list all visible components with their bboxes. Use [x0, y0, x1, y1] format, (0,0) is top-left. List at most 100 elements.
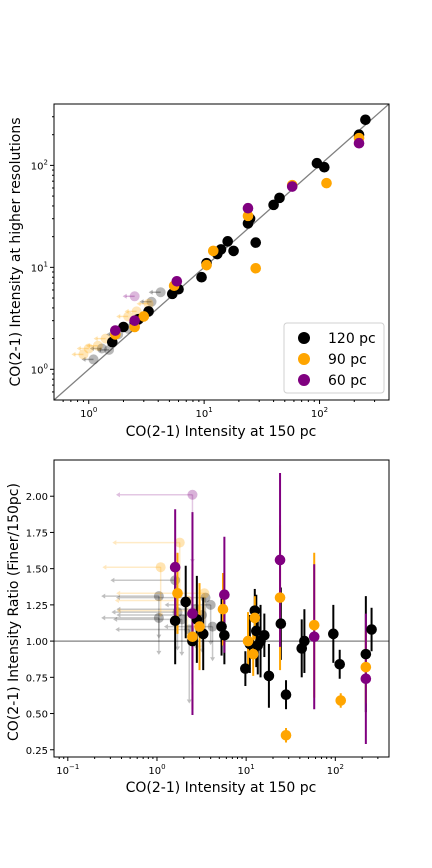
y-tick-label: 0.50	[26, 710, 48, 721]
limit-arrowhead-down	[158, 613, 164, 618]
ratio-point	[360, 661, 372, 673]
upper-limit-point	[143, 298, 154, 309]
limit-arrowhead-left	[116, 606, 121, 612]
limit-arrowhead-left	[115, 627, 120, 633]
x-tick-label: 100	[148, 763, 165, 777]
data-point	[201, 259, 212, 271]
upper-limit-point	[104, 344, 115, 355]
x-tick-label: 102	[327, 763, 344, 777]
ratio-point	[219, 589, 230, 601]
data-point	[228, 245, 239, 257]
top-plot-frame	[53, 103, 390, 401]
ratio-point	[335, 695, 347, 706]
limit-arrowhead-down	[175, 646, 181, 651]
ratio-point	[249, 605, 261, 616]
top-x-axis-label: CO(2-1) Intensity at 150 pc	[126, 424, 317, 440]
upper-limit-arrowhead	[71, 351, 76, 357]
upper-limit-arrowhead	[148, 289, 153, 295]
data-point	[118, 321, 129, 333]
data-point	[110, 325, 121, 336]
upper-limit-arrowhead	[139, 299, 144, 305]
ratio-point	[187, 631, 198, 643]
y-tick-label: 1.75	[26, 528, 48, 539]
upper-limit-arrowhead	[116, 313, 121, 319]
limit-arrowhead-left	[115, 595, 120, 601]
limit-point	[174, 537, 185, 548]
y-tick-label: 1.00	[26, 637, 48, 648]
ratio-point	[187, 608, 198, 619]
limit-point	[199, 588, 210, 599]
limit-arrowhead-left	[101, 593, 106, 599]
y-tick-label: 1.25	[26, 601, 48, 612]
data-point	[129, 315, 140, 326]
upper-limit-arrowhead	[76, 345, 81, 351]
ratio-point	[219, 630, 230, 641]
limit-arrowhead-left	[116, 608, 121, 614]
ratio-point	[274, 592, 286, 603]
x-tick-label: 100	[80, 406, 97, 420]
bottom-data-marks	[54, 473, 389, 744]
ratio-point	[366, 624, 377, 635]
data-point	[222, 236, 233, 247]
bottom-x-axis-label: CO(2-1) Intensity at 150 pc	[126, 780, 317, 796]
ratio-point	[172, 587, 183, 599]
ratio-point	[299, 635, 310, 647]
data-point	[171, 275, 183, 287]
bottom-plot-frame	[53, 459, 390, 758]
upper-limit-arrowhead	[106, 331, 111, 337]
limit-arrowhead-down	[156, 650, 162, 655]
limit-arrowhead-left	[114, 598, 119, 604]
legend-marker	[298, 353, 310, 365]
legend-label: 120 pc	[328, 331, 376, 347]
upper-limit-arrowhead	[122, 293, 127, 299]
data-point	[242, 202, 254, 214]
upper-limit-point	[83, 343, 94, 354]
ratio-point	[274, 554, 286, 566]
ratio-point	[360, 673, 372, 685]
limit-point	[155, 562, 166, 573]
ratio-point	[217, 603, 229, 615]
limit-arrowhead-down	[179, 651, 185, 656]
limit-arrowhead-left	[102, 564, 107, 570]
x-tick-label: 101	[196, 406, 213, 420]
ratio-point	[308, 619, 320, 631]
limit-arrowhead-left	[116, 590, 121, 596]
upper-limit-arrowhead	[81, 356, 86, 362]
ratio-point	[247, 648, 259, 660]
limit-arrowhead-left	[111, 609, 116, 615]
ratio-point	[308, 631, 320, 643]
limit-arrowhead-left	[163, 624, 168, 630]
bottom-axes: 10−1 100 101 102 0.25 0.50 0.75 1.00 1.25 1.50 1.7…	[26, 459, 390, 777]
limit-arrowhead-left	[112, 540, 117, 546]
upper-limit-arrowhead	[97, 347, 102, 353]
top-legend: 120 pc 90 pc 60 pc	[283, 322, 385, 394]
ratio-point	[240, 663, 251, 674]
data-point	[250, 262, 262, 274]
data-point	[138, 311, 150, 322]
data-point	[268, 199, 279, 211]
data-point	[196, 271, 207, 283]
top-plot-area	[54, 104, 389, 400]
y-tick-label: 0.25	[26, 746, 48, 757]
upper-limit-arrowhead	[89, 345, 94, 351]
upper-limit-point	[96, 343, 107, 354]
limit-point	[187, 489, 198, 500]
ratio-point	[249, 612, 261, 624]
ratio-point	[263, 670, 275, 682]
y-tick-label: 1.50	[26, 565, 48, 576]
limit-point	[207, 621, 218, 632]
upper-limit-point	[129, 291, 140, 302]
ratio-point	[259, 630, 270, 641]
x-tick-label: 10−1	[56, 763, 79, 777]
ratio-point	[169, 615, 181, 627]
ratio-point	[334, 658, 346, 670]
upper-limit-point	[155, 287, 166, 298]
limit-arrowhead-left	[115, 492, 120, 498]
limit-arrowhead-left	[101, 615, 106, 621]
limit-point	[153, 612, 164, 623]
data-point	[360, 114, 371, 126]
limit-point	[153, 591, 164, 602]
upper-limit-point	[146, 296, 157, 307]
ratio-point	[169, 561, 181, 573]
